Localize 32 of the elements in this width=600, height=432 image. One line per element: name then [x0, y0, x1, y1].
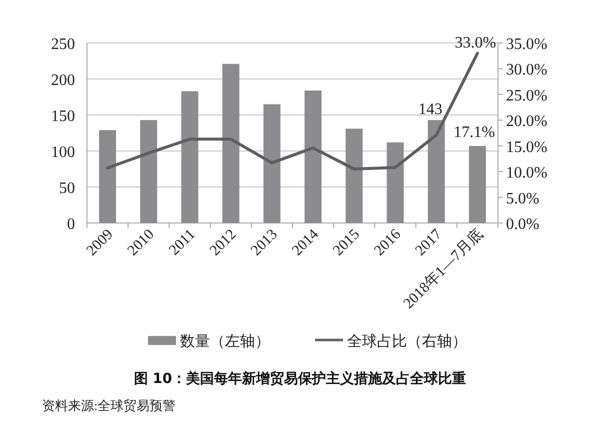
y2-tick-label: 20.0% — [506, 113, 548, 130]
data-label: 17.1% — [454, 124, 496, 142]
legend-label: 全球占比（右轴） — [347, 333, 467, 350]
text: 图 10：美国每年新增贸易保护主义措施及占全球比重 — [134, 370, 466, 387]
data-label: 143 — [418, 101, 442, 118]
y2-tick-label: 15.0% — [506, 138, 548, 156]
bar — [386, 142, 404, 223]
bar — [181, 91, 198, 223]
x-tick-label: 2011 — [166, 226, 199, 259]
y-tick-label: 100 — [51, 144, 75, 161]
text: 资料来源:全球贸易预警 — [42, 398, 176, 413]
y2-tick-label: 10.0% — [506, 164, 548, 182]
y2-tick-label: 0.0% — [506, 216, 540, 233]
bar — [346, 128, 363, 223]
y2-tick-label: 5.0% — [506, 190, 540, 208]
bar — [140, 120, 158, 223]
y-tick-label: 250 — [51, 36, 75, 53]
legend-label: 数量（左轴） — [180, 333, 270, 350]
bar — [263, 104, 280, 223]
y-tick-label: 0 — [67, 216, 75, 233]
data-label: 33.0% — [454, 34, 496, 52]
bar — [304, 90, 322, 223]
bar — [468, 146, 486, 223]
y-tick-label: 150 — [51, 108, 75, 125]
y2-tick-label: 30.0% — [506, 62, 548, 79]
y-tick-label: 200 — [51, 72, 75, 89]
y2-tick-label: 25.0% — [506, 87, 548, 104]
bar — [99, 130, 116, 223]
y-tick-label: 50 — [59, 180, 75, 197]
y2-tick-label: 35.0% — [506, 36, 548, 53]
bar — [222, 64, 240, 223]
bar — [428, 120, 445, 223]
